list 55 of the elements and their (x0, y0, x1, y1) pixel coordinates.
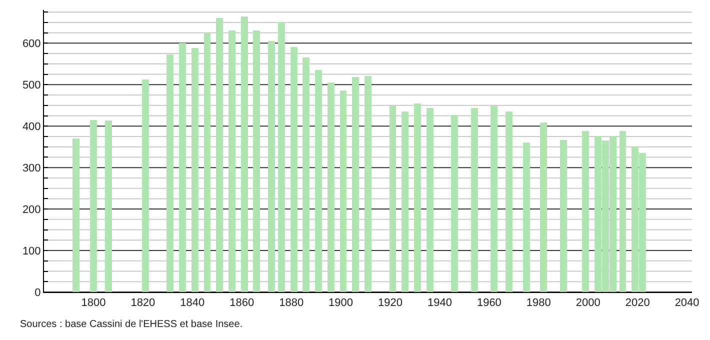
x-tick-label: 2020 (625, 297, 650, 310)
y-tick-label: 300 (22, 162, 41, 174)
source-note: Sources : base Cassini de l'EHESS et base Insee. (20, 319, 243, 330)
bar (90, 120, 97, 292)
y-tick-label: 100 (22, 245, 41, 258)
bar (426, 108, 434, 292)
bar (278, 22, 285, 292)
bar (340, 90, 347, 292)
bar (582, 131, 590, 292)
bar (204, 32, 211, 292)
bar (352, 76, 360, 292)
bar (72, 138, 80, 292)
bar (290, 46, 298, 292)
bar (327, 82, 334, 292)
bar (402, 112, 409, 292)
x-tick-label: 1960 (476, 297, 502, 310)
bar (315, 70, 322, 292)
bar (302, 57, 310, 292)
bar (268, 41, 275, 292)
bar (506, 112, 512, 292)
bar (619, 131, 626, 292)
x-tick-label: 1860 (230, 297, 254, 310)
x-tick-label: 1840 (180, 297, 205, 310)
x-tick-label: 1900 (328, 297, 354, 310)
bar (560, 140, 567, 292)
y-tick-label: 200 (22, 204, 41, 216)
bar (104, 120, 112, 292)
x-tick-label: 1980 (526, 297, 551, 310)
bar (179, 43, 186, 292)
bar (451, 114, 458, 292)
x-tick-label: 2000 (576, 297, 600, 310)
bar (540, 122, 548, 292)
bar (470, 108, 478, 292)
bar (216, 18, 224, 292)
bar (364, 76, 372, 292)
y-tick-label: 500 (22, 80, 41, 92)
x-tick-label: 2040 (674, 297, 700, 310)
bar (191, 48, 198, 292)
bar (389, 105, 396, 292)
x-tick-label: 1820 (130, 297, 156, 310)
y-tick-label: 600 (22, 38, 41, 50)
bar (166, 54, 174, 292)
x-tick-label: 1880 (279, 297, 304, 310)
bar (240, 16, 248, 292)
y-tick-label: 0 (34, 286, 41, 299)
bar (414, 104, 421, 292)
bar (228, 30, 236, 292)
y-tick-label: 400 (22, 120, 41, 133)
bar (142, 80, 149, 292)
x-tick-label: 1920 (378, 297, 402, 310)
bar (522, 142, 530, 292)
x-tick-label: 1800 (81, 297, 106, 310)
bar (490, 105, 498, 292)
x-tick-label: 1940 (427, 297, 452, 310)
bar (253, 30, 260, 292)
